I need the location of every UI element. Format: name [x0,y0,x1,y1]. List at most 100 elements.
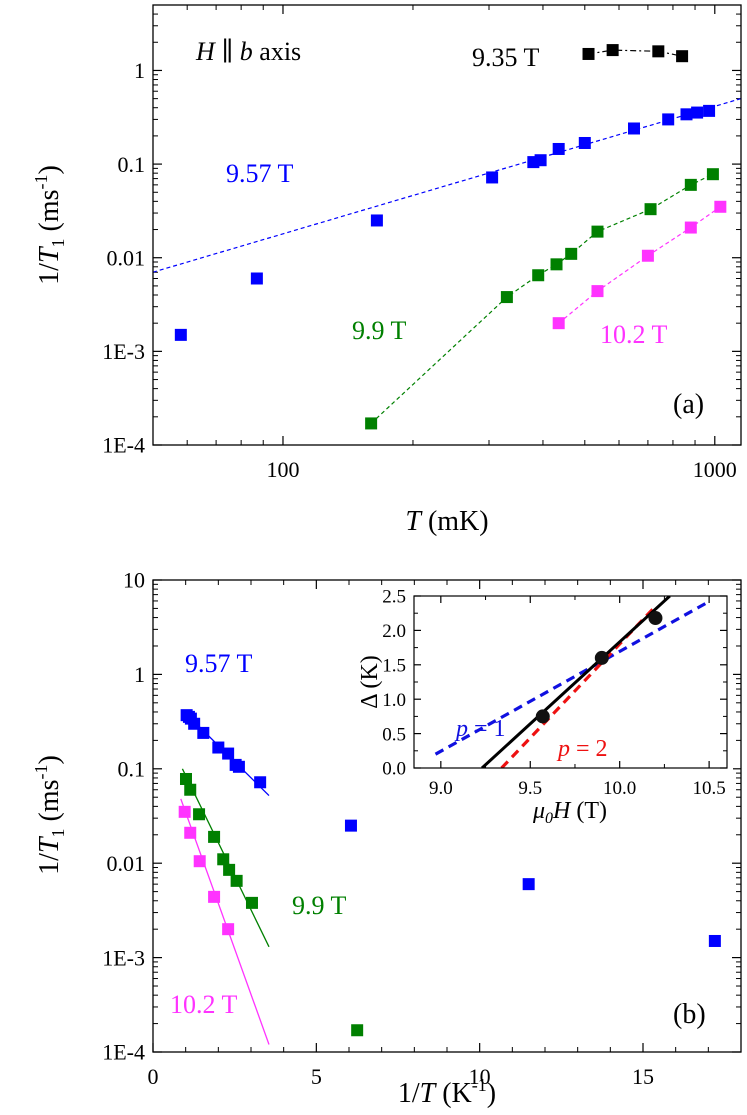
series-label-9-57: 9.57 T [226,159,294,188]
point-9-57-T [344,819,357,832]
panel-b-label: (b) [673,999,706,1030]
point-9-57-T [254,776,267,789]
panel-b-markers [178,709,721,1037]
fit-line-2 [180,798,270,1045]
point-9-9-T [706,168,719,181]
inset-label-p1: p = 1 [454,716,506,742]
panel-a-lines [153,49,741,424]
inset-x-tick-labels: 9.0 9.5 10.0 10.5 [429,778,726,799]
point-10-2-T [222,923,235,936]
x-tick-label: 9.0 [429,778,453,799]
y-tick-label: 1E-3 [102,945,145,970]
inset-line-p1 [434,600,710,756]
point-9-9-T [230,874,243,887]
panel-a-frame [152,4,742,446]
point-9-9-T [184,783,197,796]
point-9-9-T [217,853,230,866]
panel-b-series-label-9-57: 9.57 T [185,649,253,678]
panel-b-y-axis-label: 1/T1 (ms-1) [31,755,68,875]
panel-a-x-axis-label: T (mK) [405,506,488,537]
point-9-57-T [703,104,716,117]
point-9-57-T [188,717,201,730]
panel-a-markers [174,44,727,430]
point-9-9-T [208,830,221,843]
point-9-57-T [222,747,235,760]
y-tick-label: 0.0 [382,759,406,780]
connect-line-10-2-T [558,206,721,324]
point-9-9-T [351,1024,364,1037]
y-tick-label: 10 [123,568,145,593]
inset-background [401,592,733,822]
connect-line-9-35-T [588,49,683,57]
point-10-2-T [208,890,221,903]
inset-frame [413,595,728,769]
inset-plot: 0.00.51.01.52.02.5 9.0 9.5 10.0 10.5 p = 1 … [357,587,733,827]
y-tick-label: 1.5 [382,655,406,676]
point-10-2-T [684,221,697,234]
panel-b-series-label-9-9: 9.9 T [292,891,347,920]
point-9-9-T [193,808,206,821]
panel-b-series-label-10-2: 10.2 T [170,990,238,1019]
inset-line-fit [480,596,671,768]
y-tick-label: 0.1 [118,757,146,782]
point-9-57-T [708,934,721,947]
point-9-57-T [522,878,535,891]
point-9-57-T [250,272,263,285]
point-9-57-T [534,154,547,167]
panel-a-ticks [153,5,741,446]
y-tick-label: 1E-4 [102,1040,145,1065]
point-9-9-T [245,896,258,909]
point-9-57-T [691,106,704,119]
point-9-57-T [662,113,675,126]
point-10-2-T [641,249,654,262]
point-9-9-T [223,863,236,876]
point-9-9-T [500,291,513,304]
inset-gap-point [648,611,663,626]
point-10-2-T [178,805,191,818]
y-tick-label: 1.0 [382,690,406,711]
point-9-57-T [680,108,693,121]
point-9-57-T [486,171,499,184]
point-9-35-T [676,50,689,63]
panel-a-annotation: H ∥ b axis [195,37,301,66]
y-tick-label: 2.5 [382,587,406,608]
x-tick-label: 10.0 [603,778,636,799]
point-9-9-T [532,269,545,282]
panel-a: 1E-4 1E-3 0.01 0.1 1 100 1000 H ∥ b axis 9.35… [31,4,742,537]
inset-points [535,611,663,724]
point-9-9-T [644,203,657,216]
x-tick-label: 15 [632,1064,654,1089]
point-9-35-T [652,45,665,58]
inset-x-axis-label: μ0H (T) [532,798,607,827]
point-9-57-T [197,726,210,739]
x-tick-label: 5 [311,1064,322,1089]
y-tick-label: 2.0 [382,621,406,642]
panel-b-y-tick-labels: 1E-4 1E-3 0.01 0.1 1 10 [102,568,145,1065]
point-10-2-T [591,285,604,298]
panel-b-frame [152,579,742,1053]
point-9-9-T [684,178,697,191]
y-tick-label: 0.01 [107,851,146,876]
point-9-9-T [365,417,378,430]
point-10-2-T [552,317,565,330]
point-9-57-T [174,328,187,341]
inset-gap-point [535,709,550,724]
point-9-57-T [628,122,641,135]
point-9-57-T [578,136,591,149]
y-tick-label: 1E-3 [102,339,145,364]
y-tick-label: 0.5 [382,724,406,745]
point-9-35-T [606,44,619,57]
point-9-57-T [552,142,565,155]
inset-label-p2: p = 2 [556,736,608,762]
point-10-2-T [193,855,206,868]
point-9-9-T [565,247,578,260]
point-9-9-T [179,772,192,785]
series-label-9-35: 9.35 T [472,43,540,72]
inset-y-tick-labels: 0.0 0.5 1.0 1.5 2.0 2.5 [382,587,406,780]
inset-y-axis-label: Δ (K) [357,655,383,708]
series-label-9-9: 9.9 T [352,316,407,345]
inset-lines [434,596,710,768]
point-10-2-T [714,200,727,213]
